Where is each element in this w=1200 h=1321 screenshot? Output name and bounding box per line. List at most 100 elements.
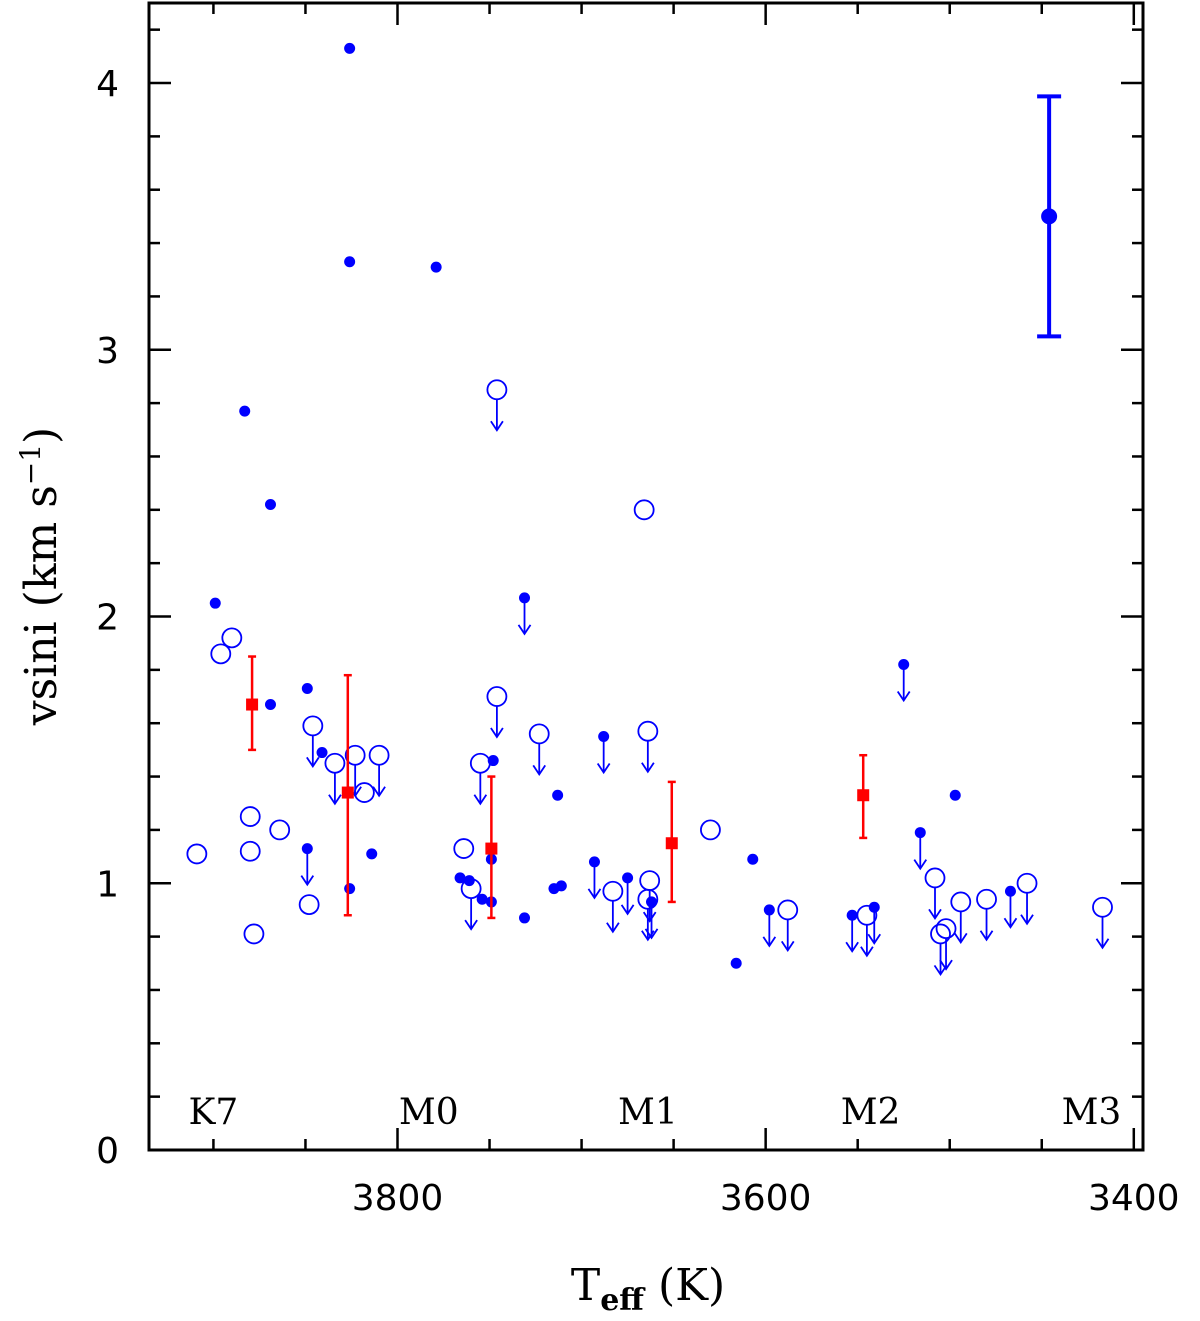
upper-limit-arrow (620, 882, 635, 916)
filled-upper-limit-point (646, 896, 658, 908)
open-point (239, 806, 261, 827)
open-upper-limit-point (639, 870, 661, 891)
filled-upper-limit-point (1004, 885, 1016, 897)
upper-limit-arrow-head (1003, 917, 1018, 929)
data-marks (186, 42, 1113, 977)
upper-limit-arrow-head (845, 941, 859, 953)
open-point (210, 643, 232, 665)
upper-limit-arrow (867, 912, 882, 945)
filled-point (344, 883, 356, 895)
open-point (269, 819, 291, 841)
upper-limit-arrow (464, 898, 478, 931)
filled-upper-limit-point (914, 827, 926, 839)
filled-point (316, 747, 328, 759)
upper-limit-arrow (490, 399, 504, 432)
upper-limit-arrow (642, 890, 657, 923)
x-tick-label: 3800 (352, 1178, 444, 1219)
upper-limit-arrow (979, 908, 994, 942)
filled-upper-limit-point (598, 731, 610, 743)
filled-point (548, 883, 560, 895)
upper-limit-arrow (913, 837, 928, 871)
upper-limit-arrow-head (860, 946, 874, 958)
open-point (221, 627, 243, 649)
upper-limit-arrow (1003, 896, 1018, 929)
upper-limit-arrow (896, 669, 911, 703)
open-upper-limit-point (924, 867, 946, 889)
upper-limit-arrow (532, 743, 546, 777)
filled-upper-limit-point (846, 909, 858, 921)
y-tick-label: 2 (96, 598, 119, 639)
upper-limit-arrow (517, 602, 532, 636)
open-upper-limit-point (368, 744, 390, 766)
open-upper-limit-point (976, 888, 997, 910)
y-tick-label: 1 (96, 864, 119, 905)
open-upper-limit-point (930, 923, 951, 945)
x-axis-title: Teff (K) (571, 1260, 725, 1318)
upper-limit-arrow (372, 764, 386, 798)
y-tick-label: 4 (96, 64, 119, 105)
open-upper-limit-point (302, 715, 324, 737)
spectral-type-label: M1 (618, 1092, 678, 1133)
filled-upper-limit-point (588, 856, 600, 868)
spectral-type-label: K7 (189, 1092, 239, 1133)
upper-limit-arrow (860, 924, 874, 958)
upper-limit-arrow (300, 853, 315, 887)
upper-limit-arrow-head (473, 794, 488, 806)
upper-limit-arrow (641, 740, 655, 774)
upper-limit-arrow-head (372, 786, 386, 798)
open-point (298, 894, 320, 915)
open-upper-limit-point (637, 720, 659, 742)
upper-limit-arrow-head (490, 420, 504, 432)
open-upper-limit-point (486, 686, 508, 707)
plot-frame (147, 1, 1145, 1152)
spectral-type-label: M2 (841, 1092, 901, 1133)
open-upper-limit-point (486, 379, 508, 401)
binned-mean-point (485, 842, 498, 855)
upper-limit-arrow (1020, 892, 1034, 926)
upper-limit-arrow-head (1095, 938, 1110, 950)
upper-limit-arrow-head (517, 624, 532, 636)
upper-limit-arrow (641, 908, 655, 942)
open-upper-limit-point (602, 880, 624, 902)
upper-limit-arrow-head (606, 922, 620, 934)
filled-point (301, 683, 313, 695)
filled-upper-limit-point (763, 904, 775, 916)
binned-mean-point (246, 698, 259, 711)
upper-limit-arrow (490, 706, 504, 739)
y-tick-label: 0 (96, 1131, 119, 1172)
upper-limit-arrow (928, 887, 942, 921)
open-point (239, 840, 261, 862)
filled-point (430, 261, 442, 273)
upper-limit-arrow-head (642, 911, 657, 923)
filled-upper-limit-point (301, 843, 313, 855)
upper-limit-arrow-head (867, 933, 882, 945)
upper-limit-arrow (1095, 916, 1110, 950)
upper-limit-arrow (845, 920, 859, 953)
binned-mean-point (857, 789, 870, 802)
open-upper-limit-point (1016, 872, 1038, 894)
upper-limit-arrow-head (464, 919, 478, 931)
upper-limit-arrow-head (928, 908, 942, 921)
upper-limit-arrow-head (306, 756, 320, 768)
open-upper-limit-point (469, 752, 491, 774)
filled-point (552, 789, 564, 801)
open-point (243, 923, 265, 945)
filled-point (239, 405, 251, 417)
filled-point (730, 957, 742, 969)
upper-limit-arrow-head (939, 959, 953, 971)
y-tick-label: 3 (96, 331, 119, 372)
typical-error-point (1041, 208, 1058, 225)
filled-point (344, 42, 356, 54)
binned-mean-point (665, 837, 678, 850)
upper-limit-arrow (933, 943, 948, 977)
open-upper-limit-point (324, 752, 346, 774)
filled-point (747, 853, 759, 865)
open-point (633, 499, 655, 521)
upper-limit-arrow (780, 919, 795, 953)
spectral-type-label: M3 (1062, 1092, 1122, 1133)
open-point (186, 843, 208, 865)
upper-limit-arrow-head (762, 936, 777, 948)
upper-limit-arrow (606, 900, 620, 934)
filled-point (344, 256, 356, 268)
filled-upper-limit-point (898, 659, 910, 671)
